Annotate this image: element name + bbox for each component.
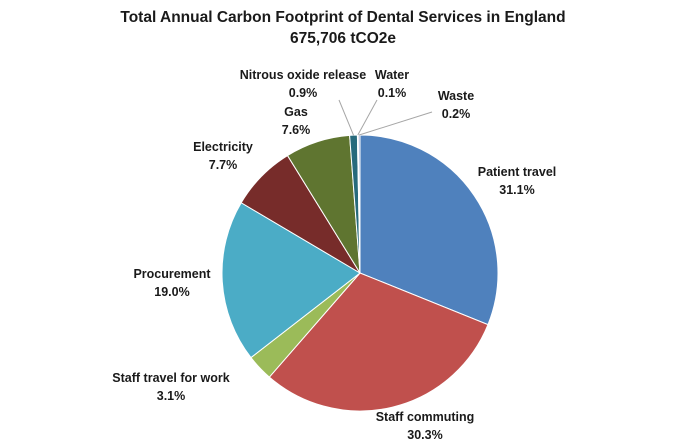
slice-value-patient-travel: 31.1% (499, 183, 534, 197)
slice-value-electricity: 7.7% (209, 158, 238, 172)
slice-name-patient-travel: Patient travel (478, 165, 557, 179)
slice-patient-travel (359, 134, 499, 326)
leader-line-water (357, 99, 378, 136)
slice-name-gas: Gas (284, 105, 308, 119)
slice-procurement (221, 202, 361, 359)
slice-labels: Patient travel 31.1% Staff commuting 30.3% S… (112, 68, 556, 442)
slice-value-procurement: 19.0% (154, 285, 189, 299)
slice-value-staff-commuting: 30.3% (407, 428, 442, 442)
leader-lines (338, 99, 433, 136)
leader-line-waste (358, 111, 433, 136)
slice-value-water: 0.1% (378, 86, 407, 100)
slice-value-gas: 7.6% (282, 123, 311, 137)
slice-name-waste: Waste (438, 89, 474, 103)
slice-value-staff-travel-for-work: 3.1% (157, 389, 186, 403)
slice-value-nitrous-oxide-release: 0.9% (289, 86, 318, 100)
slice-staff-commuting (268, 272, 489, 412)
leader-line-nitrous-oxide-release (338, 99, 354, 136)
pie-slices (221, 134, 499, 412)
slice-name-staff-travel-for-work: Staff travel for work (112, 371, 229, 385)
slice-name-electricity: Electricity (193, 140, 253, 154)
slice-name-staff-commuting: Staff commuting (376, 410, 475, 424)
slice-name-procurement: Procurement (133, 267, 211, 281)
chart-title: Total Annual Carbon Footprint of Dental … (120, 9, 565, 26)
slice-value-waste: 0.2% (442, 107, 471, 121)
slice-name-water: Water (375, 68, 409, 82)
slice-name-nitrous-oxide-release: Nitrous oxide release (240, 68, 366, 82)
chart-subtitle: 675,706 tCO2e (290, 30, 396, 47)
